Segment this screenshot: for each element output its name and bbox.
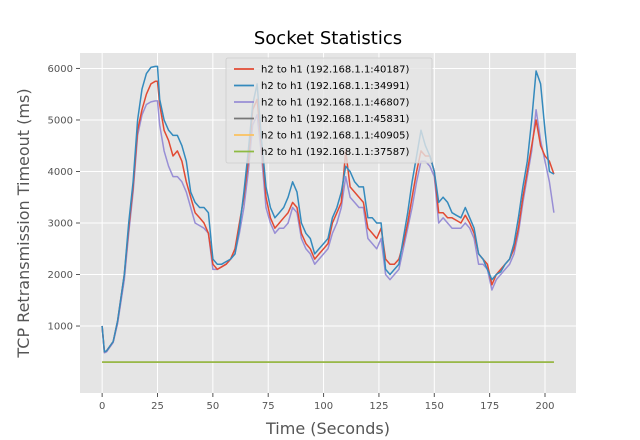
x-axis-label: Time (Seconds) <box>265 419 390 438</box>
x-tick-label: 200 <box>535 401 554 412</box>
legend-entry: h2 to h1 (192.168.1.1:40187) <box>261 65 409 76</box>
x-tick-label: 75 <box>262 401 275 412</box>
y-tick-label: 5000 <box>48 115 73 126</box>
y-axis: 1000 2000 3000 4000 5000 6000 <box>48 64 80 333</box>
series-line-2 <box>101 65 555 353</box>
y-tick-label: 3000 <box>48 219 73 230</box>
y-tick-label: 2000 <box>48 270 73 281</box>
x-tick-label: 0 <box>99 401 105 412</box>
legend-entry: h2 to h1 (192.168.1.1:37587) <box>261 147 409 158</box>
y-tick-label: 6000 <box>48 64 73 75</box>
legend-entry: h2 to h1 (192.168.1.1:46807) <box>261 98 409 109</box>
x-tick-label: 150 <box>425 401 444 412</box>
x-axis: 0 25 50 75 100 125 150 175 200 <box>99 393 555 412</box>
legend-entry: h2 to h1 (192.168.1.1:45831) <box>261 114 409 125</box>
x-tick-label: 100 <box>314 401 333 412</box>
x-tick-label: 25 <box>151 401 164 412</box>
series-group <box>101 65 555 363</box>
legend-entry: h2 to h1 (192.168.1.1:34991) <box>261 81 409 92</box>
series-line-3 <box>101 100 555 354</box>
chart-title: Socket Statistics <box>254 28 402 49</box>
y-tick-label: 1000 <box>48 322 73 333</box>
legend-box <box>225 57 433 164</box>
x-tick-label: 125 <box>369 401 388 412</box>
y-tick-label: 4000 <box>48 167 73 178</box>
x-tick-label: 50 <box>206 401 219 412</box>
legend-entry: h2 to h1 (192.168.1.1:40905) <box>261 131 409 142</box>
y-axis-label: TCP Retransmission Timeout (ms) <box>14 88 33 358</box>
x-tick-label: 175 <box>480 401 499 412</box>
legend: h2 to h1 (192.168.1.1:40187) h2 to h1 (19… <box>225 57 433 164</box>
